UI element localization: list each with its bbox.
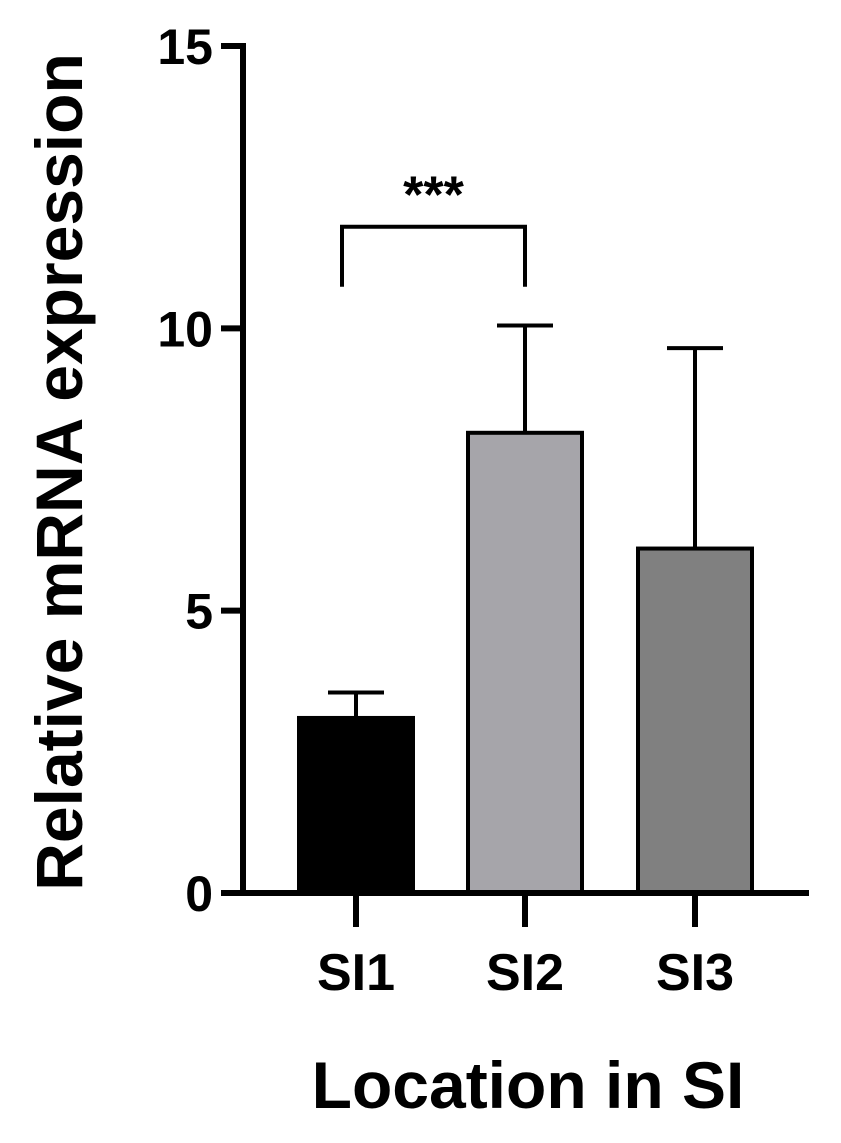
y-tick-label-5: 5 bbox=[185, 584, 213, 640]
x-tick-label-si3: SI3 bbox=[656, 944, 734, 1002]
x-tick-label-si2: SI2 bbox=[486, 944, 564, 1002]
significance-bracket bbox=[340, 224, 527, 287]
bar-si3 bbox=[636, 546, 754, 895]
y-tick-label-10: 10 bbox=[157, 301, 213, 357]
x-ticks-layer: SI1 SI2 SI3 bbox=[317, 893, 734, 1002]
y-tick-label-15: 15 bbox=[157, 19, 213, 75]
bar-si1 bbox=[297, 715, 415, 895]
y-axis-title: Relative mRNA expression bbox=[22, 53, 96, 891]
y-ticks-layer: 0 5 10 15 bbox=[157, 19, 243, 922]
significance-label: *** bbox=[403, 167, 464, 225]
x-tick-label-si1: SI1 bbox=[317, 944, 395, 1002]
significance-layer: *** bbox=[340, 167, 527, 287]
bar-si2 bbox=[466, 430, 584, 895]
error-bars-layer bbox=[328, 323, 723, 718]
x-axis-title: Location in SI bbox=[312, 1048, 745, 1122]
bars-layer bbox=[297, 430, 754, 895]
y-tick-label-0: 0 bbox=[185, 866, 213, 922]
